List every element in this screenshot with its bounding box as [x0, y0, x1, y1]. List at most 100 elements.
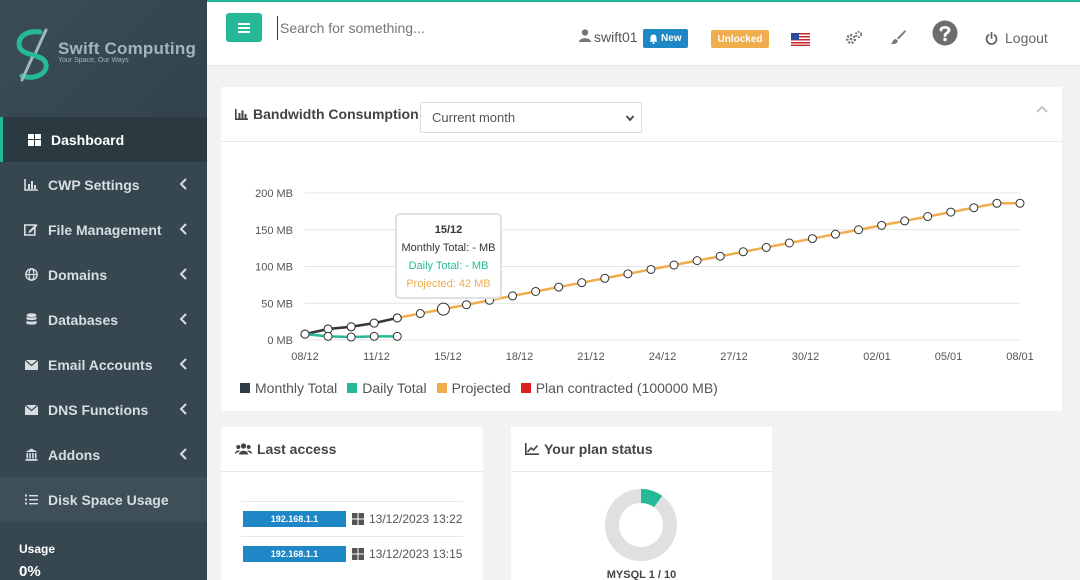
y-tick-label: 50 MB: [261, 298, 293, 310]
x-tick-label: 08/12: [291, 351, 319, 363]
new-badge-label: New: [661, 33, 682, 44]
chart-tooltip: 15/12 Monthly Total: - MB Daily Total: -…: [395, 213, 502, 299]
chevron-up-icon[interactable]: [1036, 105, 1048, 113]
data-point: [531, 286, 541, 296]
access-time: 13/12/2023 13:15: [369, 547, 463, 561]
us-flag-icon[interactable]: [791, 33, 810, 46]
tooltip-title: 15/12: [434, 224, 463, 236]
user-icon: [579, 29, 591, 45]
chevron-left-icon: [179, 313, 187, 325]
search-input[interactable]: [277, 16, 537, 40]
chevron-left-icon: [179, 268, 187, 280]
chevron-down-icon: [625, 115, 635, 122]
data-point: [346, 332, 356, 342]
donut-used: [605, 489, 677, 561]
donut-remaining: [605, 489, 677, 561]
legend-item-plan[interactable]: Plan contracted (100000 MB): [520, 380, 718, 396]
database-icon: [22, 313, 40, 326]
x-tick-label: 05/01: [935, 351, 963, 363]
legend-label: Monthly Total: [255, 380, 338, 396]
data-point: [623, 269, 633, 279]
new-notifications-badge[interactable]: New: [643, 29, 688, 48]
last-access-title: Last access: [257, 441, 337, 457]
dashboard-icon: [25, 133, 43, 146]
windows-icon: [352, 513, 364, 525]
brush-icon[interactable]: [890, 29, 906, 45]
sidebar-item-label: Addons: [48, 446, 101, 463]
bandwidth-title: Bandwidth Consumption: [253, 106, 419, 122]
y-tick-label: 200 MB: [255, 188, 293, 200]
sidebar-item-email-accounts[interactable]: Email Accounts: [0, 342, 207, 387]
x-tick-label: 11/12: [363, 351, 390, 363]
legend-label: Daily Total: [362, 380, 427, 396]
x-tick-label: 30/12: [792, 351, 820, 363]
data-point: [415, 309, 425, 319]
sidebar-item-dns-functions[interactable]: DNS Functions: [0, 387, 207, 432]
users-icon: [235, 443, 252, 455]
logout-label: Logout: [1005, 30, 1048, 46]
logout-button[interactable]: Logout: [985, 30, 1048, 46]
sidebar: Swift Computing Your Space, Our Ways Das…: [0, 0, 207, 580]
data-point: [969, 203, 979, 213]
sidebar-item-disk-space-usage[interactable]: Disk Space Usage: [0, 477, 207, 522]
globe-icon: [22, 268, 40, 281]
edit-icon: [22, 223, 40, 236]
usage-value: 0%: [19, 563, 41, 580]
menu-toggle-button[interactable]: [226, 13, 262, 42]
data-point: [577, 278, 587, 288]
plan-status-panel: Your plan status MYSQL 1 / 10: [511, 427, 772, 580]
sidebar-item-file-management[interactable]: File Management: [0, 207, 207, 252]
data-point: [923, 212, 933, 222]
mysql-usage-label: MYSQL 1 / 10: [606, 569, 677, 580]
period-select[interactable]: Current month: [420, 102, 642, 133]
y-tick-label: 150 MB: [255, 225, 293, 237]
mysql-donut-chart: [605, 489, 677, 561]
sidebar-item-label: CWP Settings: [48, 176, 140, 193]
sidebar-item-addons[interactable]: Addons: [0, 432, 207, 477]
brand[interactable]: Swift Computing Your Space, Our Ways: [0, 0, 207, 117]
logo-icon: [16, 28, 49, 82]
sidebar-nav: Dashboard CWP Settings File Management D…: [0, 117, 207, 522]
bar-chart-icon: [235, 108, 248, 120]
data-point: [323, 331, 333, 341]
legend-item-monthly[interactable]: Monthly Total: [240, 380, 337, 396]
username: swift01: [594, 29, 638, 45]
data-point: [323, 324, 333, 334]
data-point: [369, 318, 379, 328]
sidebar-item-label: Dashboard: [51, 131, 125, 148]
chart-legend: Monthly Total Daily Total Projected Plan…: [240, 380, 718, 396]
bandwidth-chart: 0 MB 50 MB 100 MB 150 MB 200 MB 08/12 11/12 15/…: [255, 188, 1034, 363]
usage-label: Usage: [19, 542, 56, 556]
legend-item-projected[interactable]: Projected: [436, 380, 511, 396]
tooltip-daily: Daily Total: - MB: [408, 260, 489, 272]
access-row: 192.168.1.1 13/12/2023 13:15: [241, 536, 463, 571]
unlocked-badge[interactable]: Unlocked: [711, 30, 769, 48]
sidebar-item-dashboard[interactable]: Dashboard: [0, 117, 207, 162]
user-menu[interactable]: swift01: [579, 29, 638, 45]
sidebar-item-domains[interactable]: Domains: [0, 252, 207, 297]
data-point: [508, 291, 518, 301]
help-icon[interactable]: [932, 20, 958, 46]
sidebar-item-label: Databases: [48, 311, 119, 328]
sidebar-item-databases[interactable]: Databases: [0, 297, 207, 342]
data-point: [877, 220, 887, 230]
cogs-icon[interactable]: [845, 30, 863, 46]
legend-item-daily[interactable]: Daily Total: [347, 380, 427, 396]
data-point: [300, 329, 310, 339]
legend-swatch: [347, 383, 358, 393]
sidebar-item-label: File Management: [48, 221, 162, 238]
chevron-left-icon: [179, 178, 187, 190]
data-point: [854, 225, 864, 235]
data-point: [346, 322, 356, 332]
bell-icon: [649, 34, 658, 44]
x-tick-label: 02/01: [863, 351, 891, 363]
bank-icon: [22, 448, 40, 461]
topbar: swift01 New Unlocked Logout: [207, 0, 1080, 66]
chevron-left-icon: [179, 358, 187, 370]
data-point: [461, 300, 471, 310]
data-point: [600, 273, 610, 283]
chevron-left-icon: [179, 223, 187, 235]
tooltip-monthly: Monthly Total: - MB: [401, 242, 496, 254]
data-point: [784, 238, 794, 248]
sidebar-item-cwp-settings[interactable]: CWP Settings: [0, 162, 207, 207]
